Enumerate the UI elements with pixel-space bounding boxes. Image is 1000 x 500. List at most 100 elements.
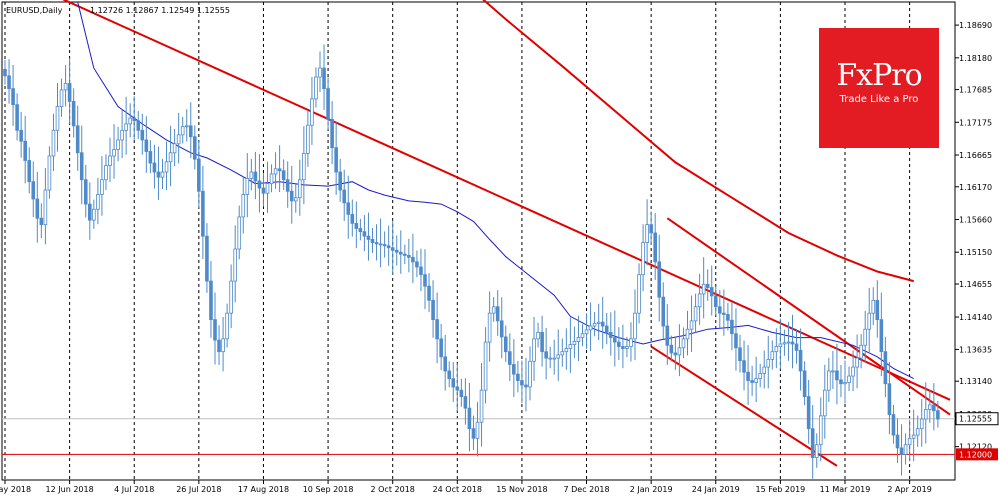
candle-body	[524, 384, 528, 388]
candle-body	[552, 357, 557, 360]
candle-body	[604, 325, 609, 333]
candle-body	[152, 162, 157, 173]
trend-line	[666, 217, 951, 416]
candle-body	[265, 183, 270, 194]
candle-body	[798, 349, 803, 372]
candle-body	[35, 198, 40, 219]
y-tick-label: 1.17175	[959, 118, 992, 127]
candle-body	[136, 120, 141, 131]
candle-body	[394, 249, 399, 253]
candle-body	[746, 371, 750, 381]
candle-body	[709, 287, 714, 297]
candle-body	[3, 68, 7, 77]
candle-body	[677, 347, 682, 356]
candle-body	[116, 139, 120, 150]
candle-body	[15, 104, 19, 131]
candle-body	[790, 341, 795, 345]
candle-body	[855, 357, 859, 368]
candle-body	[43, 189, 48, 226]
candle-body	[629, 338, 633, 347]
candle-body	[88, 203, 92, 221]
fxpro-logo-badge: FxPro Trade Like a Pro	[819, 28, 939, 148]
candle-body	[491, 306, 496, 314]
x-tick-label: 12 Jun 2018	[46, 485, 94, 494]
candle-body	[120, 129, 124, 141]
y-tick-label: 1.17685	[959, 86, 992, 95]
candle-body	[839, 379, 843, 385]
candle-body	[358, 228, 363, 233]
candle-body	[51, 129, 56, 157]
y-tick-label: 1.15660	[959, 216, 992, 225]
candle-body	[907, 437, 912, 446]
candle-body	[277, 168, 282, 172]
candle-body	[447, 370, 452, 380]
candle-body	[645, 224, 649, 244]
candle-body	[79, 152, 84, 181]
candle-body	[600, 321, 605, 327]
candle-body	[128, 117, 132, 125]
candle-body	[59, 89, 64, 107]
candle-body	[306, 124, 310, 154]
candle-body	[403, 253, 407, 256]
candle-body	[471, 428, 476, 439]
candle-body	[814, 444, 819, 458]
candle-body	[786, 341, 791, 344]
candle-body	[249, 171, 254, 179]
header-ohlc: 1.12726 1.12867 1.12549 1.12555	[90, 6, 230, 15]
candle-body	[895, 434, 900, 449]
candle-body	[564, 348, 569, 353]
y-tick-label: 1.13635	[959, 345, 992, 354]
candle-body	[560, 351, 565, 356]
candle-body	[75, 125, 80, 154]
candle-body	[621, 346, 625, 349]
candle-body	[172, 143, 177, 154]
candle-body	[867, 312, 872, 330]
candle-body	[806, 396, 811, 430]
candle-body	[104, 165, 108, 181]
candle-body	[584, 329, 589, 335]
moving-average-line	[482, 0, 914, 283]
candle-body	[427, 285, 431, 301]
candle-body	[241, 194, 246, 218]
candle-body	[512, 364, 516, 375]
candle-body	[330, 119, 334, 149]
x-tick-label: 21 May 2018	[0, 485, 31, 494]
support-price-tag	[956, 448, 998, 461]
candle-body	[532, 338, 536, 362]
candle-body	[516, 373, 520, 381]
candle-body	[847, 375, 851, 383]
candle-body	[273, 168, 278, 175]
candle-body	[572, 341, 577, 346]
candle-body	[479, 389, 484, 423]
candle-body	[112, 149, 116, 157]
candle-body	[322, 67, 326, 90]
candle-body	[580, 333, 585, 338]
moving-average-line	[77, 1, 914, 380]
candle-body	[423, 274, 427, 287]
candle-body	[415, 261, 419, 268]
candle-body	[835, 370, 839, 381]
candle-body	[701, 283, 706, 295]
candle-body	[281, 170, 286, 181]
candle-body	[766, 358, 771, 368]
candle-body	[164, 161, 169, 173]
candle-body	[657, 261, 662, 298]
candle-body	[915, 428, 920, 436]
candle-body	[148, 151, 153, 164]
candle-body	[697, 293, 702, 308]
candle-body	[229, 280, 233, 314]
candle-body	[443, 356, 447, 372]
x-tick-label: 11 Mar 2019	[820, 485, 871, 494]
y-tick-label: 1.14655	[959, 280, 992, 289]
candle-body	[520, 380, 524, 386]
trend-line	[62, 0, 951, 401]
candle-body	[588, 325, 593, 331]
candle-body	[108, 155, 112, 167]
candle-body	[11, 88, 15, 106]
x-tick-label: 7 Dec 2018	[564, 485, 610, 494]
header-symbol: EURUSD,Daily	[6, 6, 63, 15]
candle-body	[27, 160, 32, 183]
candle-body	[314, 76, 318, 100]
candle-body	[903, 444, 908, 455]
